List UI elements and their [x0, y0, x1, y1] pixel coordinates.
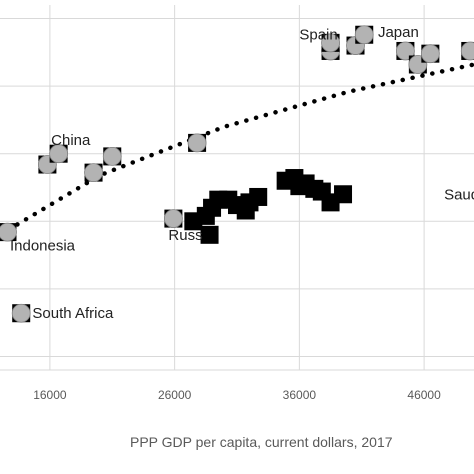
data-points: [0, 25, 474, 323]
circle-point: [187, 133, 207, 153]
square-point: [249, 187, 268, 206]
trendline: [0, 62, 474, 238]
x-axis-ticks: 16000 26000 36000 46000: [33, 388, 441, 402]
x-tick-label: 36000: [283, 388, 317, 402]
point-labels: Spain Japan China Saudi A Indonesia Russ South…: [10, 24, 474, 322]
circle-point: [102, 147, 122, 166]
circle-point: [321, 33, 340, 53]
circle-point-fill: [102, 147, 122, 166]
circle-point-fill: [0, 222, 17, 242]
circle-point-fill: [460, 41, 474, 61]
x-tick-label: 46000: [407, 388, 441, 402]
square-point: [334, 185, 353, 204]
trendline-path: [0, 62, 474, 238]
point-label: China: [51, 132, 91, 149]
circle-point: [84, 163, 103, 183]
circle-point: [163, 209, 183, 228]
circle-point-fill: [84, 163, 103, 183]
gridlines: [0, 5, 474, 371]
point-label: Spain: [299, 27, 337, 44]
circle-point-fill: [187, 133, 207, 153]
circle-point: [460, 41, 474, 61]
x-tick-label: 16000: [33, 388, 67, 402]
circle-point: [395, 41, 415, 61]
point-label: Saudi A: [444, 186, 474, 203]
point-label: South Africa: [32, 305, 114, 322]
circle-point-fill: [321, 33, 340, 53]
square-point: [200, 225, 219, 244]
circle-point-fill: [395, 41, 415, 61]
circle-point-fill: [49, 144, 69, 164]
circle-point: [354, 25, 374, 45]
x-axis-title: PPP GDP per capita, current dollars, 201…: [130, 434, 393, 450]
point-label: Indonesia: [10, 238, 76, 255]
point-label: Japan: [378, 24, 419, 41]
circle-point-fill: [163, 209, 183, 228]
circle-point: [11, 303, 31, 323]
circle-point: [0, 222, 17, 242]
point-label: Russ: [168, 227, 202, 244]
circle-point: [420, 44, 440, 64]
circle-point-fill: [11, 303, 31, 323]
circle-point: [49, 144, 69, 164]
circle-point-fill: [354, 25, 374, 45]
x-tick-label: 26000: [158, 388, 192, 402]
circle-point-fill: [420, 44, 440, 64]
